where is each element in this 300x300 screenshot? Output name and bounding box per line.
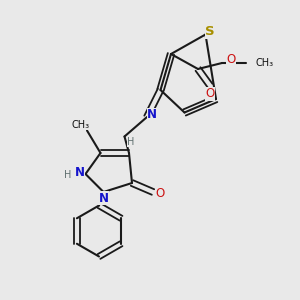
Text: N: N	[98, 191, 109, 205]
Text: H: H	[128, 137, 135, 147]
Text: N: N	[147, 108, 157, 121]
Text: CH₃: CH₃	[255, 58, 273, 68]
Text: S: S	[205, 25, 215, 38]
Text: O: O	[206, 87, 214, 101]
Text: H: H	[64, 170, 72, 181]
Text: N: N	[74, 166, 85, 179]
Text: O: O	[226, 53, 236, 66]
Text: O: O	[156, 187, 165, 200]
Text: CH₃: CH₃	[71, 119, 89, 130]
